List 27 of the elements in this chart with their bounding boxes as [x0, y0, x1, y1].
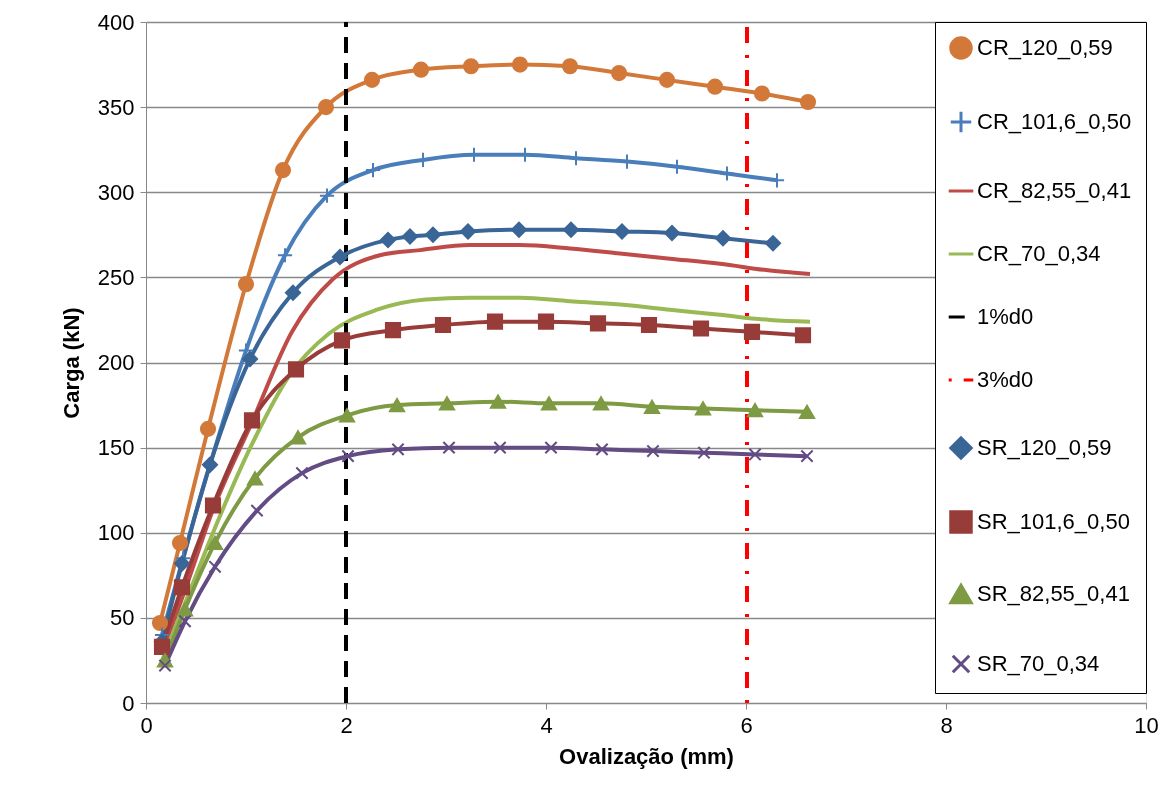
- legend-label: CR_70_0,34: [977, 241, 1101, 266]
- y-tick-label: 150: [97, 435, 135, 461]
- x-tick-label: 0: [140, 712, 153, 738]
- y-tick-label: 100: [97, 520, 135, 546]
- y-tick-label: 300: [97, 179, 135, 205]
- legend-label: 1%d0: [977, 304, 1034, 329]
- y-axis-title: Carga (kN): [58, 307, 84, 419]
- legend-label: 3%d0: [977, 367, 1034, 392]
- x-tick-label: 6: [740, 712, 753, 738]
- legend-label: SR_70_0,34: [977, 651, 1100, 676]
- legend-label: CR_82,55_0,41: [977, 178, 1132, 203]
- x-tick-label: 4: [540, 712, 553, 738]
- x-tick-label: 2: [340, 712, 353, 738]
- y-tick-label: 350: [97, 94, 135, 120]
- legend-label: SR_120_0,59: [977, 435, 1112, 460]
- x-tick-label: 10: [1134, 712, 1159, 738]
- x-tick-label: 8: [940, 712, 953, 738]
- y-tick-label: 50: [110, 605, 135, 631]
- x-axis-title: Ovalização (mm): [559, 743, 734, 769]
- legend-label: CR_101,6_0,50: [977, 109, 1132, 134]
- y-tick-label: 0: [122, 690, 135, 716]
- legend-label: SR_82,55_0,41: [977, 581, 1130, 606]
- y-tick-label: 400: [97, 9, 135, 35]
- legend-label: SR_101,6_0,50: [977, 509, 1130, 534]
- y-tick-label: 200: [97, 350, 135, 375]
- y-tick-label: 250: [97, 264, 135, 290]
- legend-label: CR_120_0,59: [977, 35, 1113, 60]
